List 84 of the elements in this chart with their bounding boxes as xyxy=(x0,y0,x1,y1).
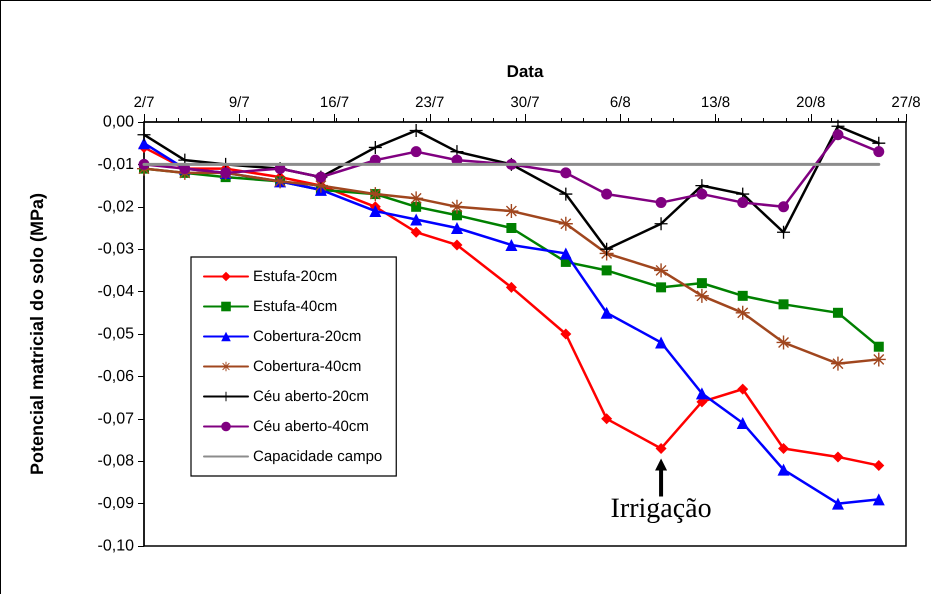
point xyxy=(872,352,886,366)
point xyxy=(452,210,462,220)
point xyxy=(602,265,612,276)
x-tick-label: 30/7 xyxy=(510,94,540,111)
point xyxy=(558,216,573,231)
point xyxy=(872,493,885,506)
x-tick-label: 13/8 xyxy=(700,94,730,111)
point xyxy=(778,442,790,454)
point xyxy=(410,124,423,137)
x-tick-label: 6/8 xyxy=(610,94,631,111)
y-tick-label: -0,03 xyxy=(98,240,134,258)
point xyxy=(601,413,612,424)
y-tick-label: -0,01 xyxy=(98,156,134,173)
annotation: Irrigação xyxy=(610,492,712,524)
point xyxy=(696,188,708,200)
point xyxy=(560,167,572,178)
y-tick-label: -0,10 xyxy=(98,538,134,554)
point xyxy=(737,384,748,395)
point xyxy=(138,128,150,142)
y-tick-label: -0,09 xyxy=(98,495,134,512)
point xyxy=(410,146,422,158)
point xyxy=(451,239,462,250)
x-tick-label: 16/7 xyxy=(320,94,350,111)
y-tick-label: 0,00 xyxy=(102,114,134,130)
point xyxy=(409,191,424,206)
point xyxy=(601,188,612,200)
legend-label: Estufa-40cm xyxy=(253,298,338,315)
legend-label: Céu aberto-20cm xyxy=(253,388,369,405)
point xyxy=(832,451,844,462)
point xyxy=(832,308,843,318)
point xyxy=(410,226,422,238)
x-tick-label: 23/7 xyxy=(415,94,444,111)
point xyxy=(778,464,790,476)
point xyxy=(600,242,614,256)
point xyxy=(368,140,382,154)
point xyxy=(778,299,789,310)
point xyxy=(738,290,748,301)
y-tick-label: -0,05 xyxy=(98,326,134,342)
legend-label: Capacidade campo xyxy=(253,448,382,465)
y-tick-label: -0,04 xyxy=(98,283,134,300)
x-tick-label: 2/7 xyxy=(134,94,154,111)
point xyxy=(832,498,844,510)
x-tick-label: 9/7 xyxy=(228,94,250,111)
point xyxy=(777,226,790,239)
point xyxy=(560,247,572,260)
y-axis-title: Potencial matricial do solo (MPa) xyxy=(27,192,47,476)
point xyxy=(138,137,150,150)
x-axis-title: Data xyxy=(506,62,544,81)
point xyxy=(694,288,709,303)
point xyxy=(559,188,572,201)
point xyxy=(656,282,666,292)
legend-label: Cobertura-20cm xyxy=(253,328,362,345)
y-tick-label: -0,08 xyxy=(98,452,134,470)
point xyxy=(410,214,422,226)
point xyxy=(832,129,844,140)
point xyxy=(505,238,518,251)
point xyxy=(778,201,790,212)
point xyxy=(656,197,667,208)
point xyxy=(506,223,516,233)
point xyxy=(654,217,668,230)
point xyxy=(696,278,707,288)
point xyxy=(655,336,668,348)
y-tick-label: -0,06 xyxy=(98,368,134,385)
x-tick-label: 20/8 xyxy=(796,94,826,111)
point xyxy=(450,222,463,234)
legend-label: Cobertura-40cm xyxy=(253,358,362,375)
point xyxy=(873,146,884,158)
point xyxy=(656,442,667,454)
legend-label: Céu aberto-40cm xyxy=(253,418,369,435)
point xyxy=(369,205,382,218)
point xyxy=(654,263,668,278)
point xyxy=(560,328,572,340)
legend-label: Estufa-20cm xyxy=(253,268,338,285)
x-tick-label: 27/8 xyxy=(891,94,921,111)
y-tick-label: -0,02 xyxy=(98,198,134,216)
point xyxy=(696,387,708,400)
point xyxy=(874,342,884,352)
point xyxy=(873,460,884,471)
point xyxy=(411,202,422,212)
point xyxy=(506,282,517,293)
point xyxy=(737,197,748,208)
point xyxy=(736,417,749,430)
point xyxy=(600,306,613,319)
y-tick-label: -0,07 xyxy=(98,410,134,428)
